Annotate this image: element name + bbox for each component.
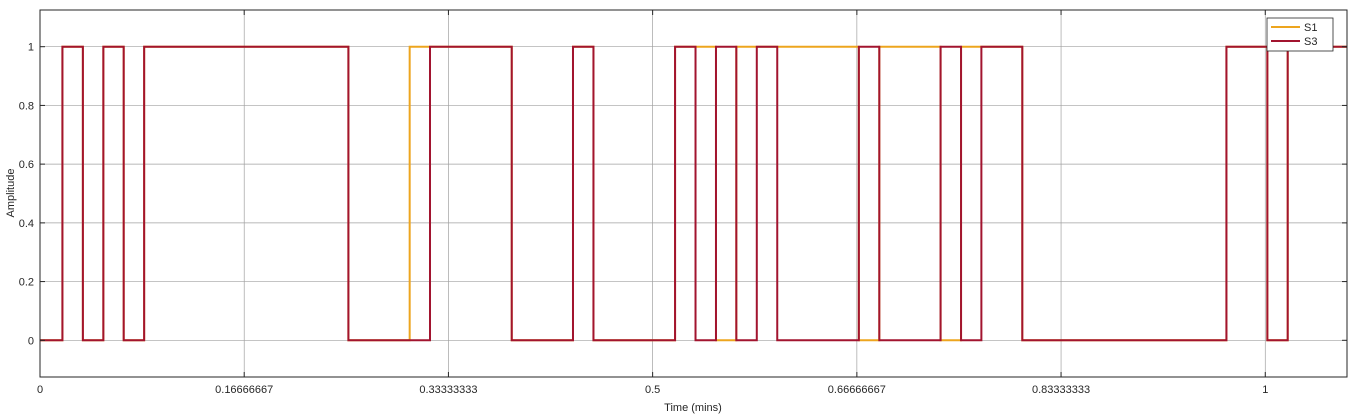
x-axis-ticks: 0 0.16666667 0.33333333 0.5 0.66666667 0.8333… xyxy=(37,10,1268,396)
y-tick-label: 0.2 xyxy=(19,277,34,289)
y-tick-label: 0 xyxy=(28,335,34,347)
legend-entry-s1: S1 xyxy=(1304,22,1317,34)
x-tick-label: 0 xyxy=(37,384,43,396)
series-line-s3 xyxy=(40,45,1347,342)
x-tick-label: 0.66666667 xyxy=(828,384,886,396)
x-tick-label: 1 xyxy=(1262,384,1268,396)
y-tick-label: 0.4 xyxy=(19,218,34,230)
y-tick-label: 0.6 xyxy=(19,159,34,171)
y-tick-label: 0.8 xyxy=(19,100,34,112)
legend-box xyxy=(1266,17,1334,52)
series-layer xyxy=(40,45,1347,342)
y-tick-label: 1 xyxy=(28,42,34,54)
axes-background xyxy=(40,10,1347,377)
x-axis-label: Time (mins) xyxy=(664,402,722,414)
axes-box xyxy=(39,9,1348,378)
x-tick-label: 0.83333333 xyxy=(1032,384,1090,396)
x-tick-label: 0.5 xyxy=(645,384,660,396)
x-tick-label: 0.16666667 xyxy=(215,384,273,396)
y-axis-ticks: 0 0.2 0.4 0.6 0.8 1 xyxy=(19,42,1347,347)
x-tick-label: 0.33333333 xyxy=(419,384,477,396)
legend-entry-s3: S3 xyxy=(1304,36,1317,48)
y-axis-label: Amplitude xyxy=(5,169,17,218)
